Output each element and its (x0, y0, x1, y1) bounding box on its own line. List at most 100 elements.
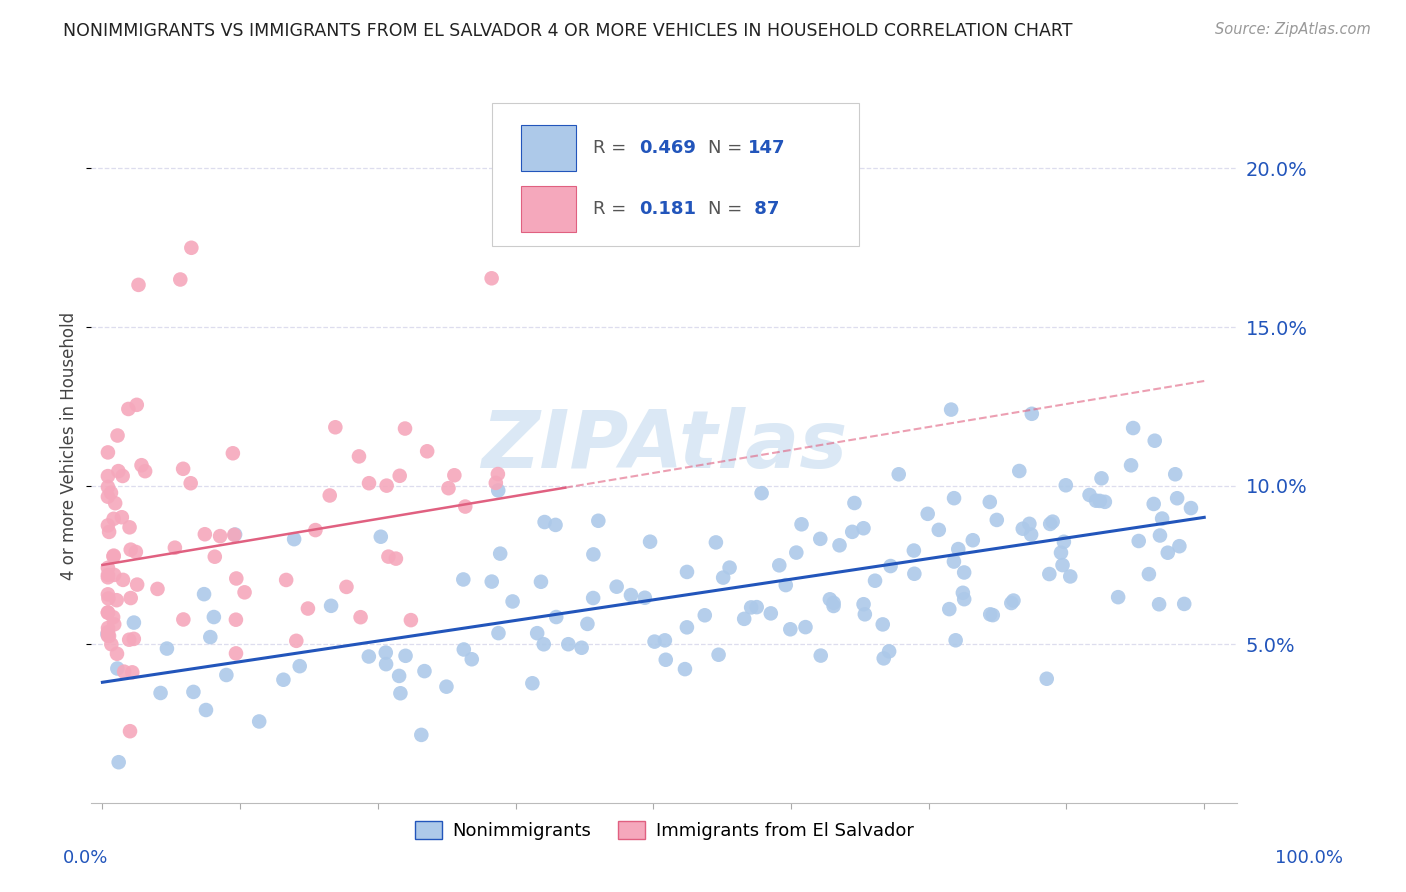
Point (903, 543, 925, 558)
Point (1090, 471, 1112, 485)
Point (394, 648, 416, 663)
Point (486, 483, 509, 498)
Point (180, 476, 202, 491)
Point (1021, 407, 1043, 421)
Legend: Nonimmigrants, Immigrants from El Salvador: Nonimmigrants, Immigrants from El Salvad… (408, 814, 921, 847)
Point (1143, 497, 1166, 511)
Point (928, 523, 950, 537)
Point (576, 616, 599, 631)
Point (655, 653, 678, 667)
Point (374, 646, 396, 660)
Point (1035, 672, 1057, 686)
Point (416, 444, 439, 458)
Point (118, 724, 141, 739)
Point (582, 591, 605, 605)
Point (903, 566, 925, 581)
Point (1085, 493, 1108, 508)
Y-axis label: 4 or more Vehicles in Household: 4 or more Vehicles in Household (60, 312, 79, 580)
Point (533, 515, 555, 529)
Point (745, 600, 768, 615)
Point (852, 597, 875, 611)
Point (638, 534, 661, 549)
Point (97, 591, 120, 606)
Point (183, 685, 205, 699)
Point (103, 549, 125, 564)
Point (247, 714, 270, 729)
Point (1107, 590, 1129, 604)
Point (810, 648, 832, 663)
Point (134, 464, 156, 478)
Point (375, 657, 398, 672)
Point (388, 669, 411, 683)
Point (443, 468, 465, 483)
Point (389, 686, 412, 700)
Point (844, 496, 866, 510)
Point (872, 617, 894, 632)
Point (1059, 569, 1081, 583)
Text: N =: N = (707, 200, 748, 218)
Point (852, 521, 875, 535)
Point (979, 495, 1001, 509)
Text: R =: R = (593, 139, 633, 157)
Text: 147: 147 (748, 139, 786, 157)
Point (733, 612, 755, 626)
Point (107, 428, 129, 442)
FancyBboxPatch shape (492, 103, 859, 246)
Point (209, 529, 232, 543)
Text: N =: N = (707, 139, 748, 157)
Point (779, 622, 801, 636)
Point (1050, 546, 1073, 560)
Point (273, 673, 295, 687)
Text: 87: 87 (748, 200, 779, 218)
Point (200, 630, 222, 644)
Text: ZIPAtlas: ZIPAtlas (481, 407, 848, 485)
Point (654, 633, 676, 648)
Point (385, 551, 408, 566)
Point (97, 445, 120, 459)
Point (105, 593, 128, 607)
Point (103, 617, 125, 632)
Point (676, 565, 699, 579)
Point (97, 480, 120, 494)
Point (285, 633, 308, 648)
Point (1008, 464, 1031, 478)
Point (215, 668, 238, 682)
Point (676, 620, 699, 634)
Point (1137, 567, 1160, 582)
Point (149, 686, 172, 700)
Point (841, 524, 863, 539)
Point (394, 421, 416, 435)
Point (945, 633, 967, 648)
Point (1168, 539, 1191, 553)
Point (546, 610, 568, 624)
Point (128, 277, 150, 292)
Point (97, 570, 120, 584)
Point (195, 703, 218, 717)
Point (1143, 434, 1166, 448)
Point (588, 514, 610, 528)
Point (711, 571, 734, 585)
Point (828, 538, 851, 552)
Point (794, 620, 817, 634)
Point (1164, 467, 1187, 482)
Point (877, 644, 900, 658)
Point (127, 577, 149, 591)
Point (375, 478, 398, 492)
Point (533, 637, 555, 651)
Point (1166, 491, 1188, 506)
Point (288, 659, 311, 673)
Point (785, 545, 807, 559)
Point (283, 532, 305, 546)
Point (100, 485, 122, 500)
Point (704, 535, 727, 549)
Point (319, 599, 342, 613)
Point (131, 458, 153, 473)
Point (485, 475, 508, 490)
Text: 0.0%: 0.0% (63, 849, 108, 867)
Point (917, 507, 939, 521)
Point (1054, 478, 1077, 492)
Point (97, 606, 120, 620)
Point (939, 402, 962, 417)
Point (481, 271, 503, 285)
Point (125, 398, 148, 412)
